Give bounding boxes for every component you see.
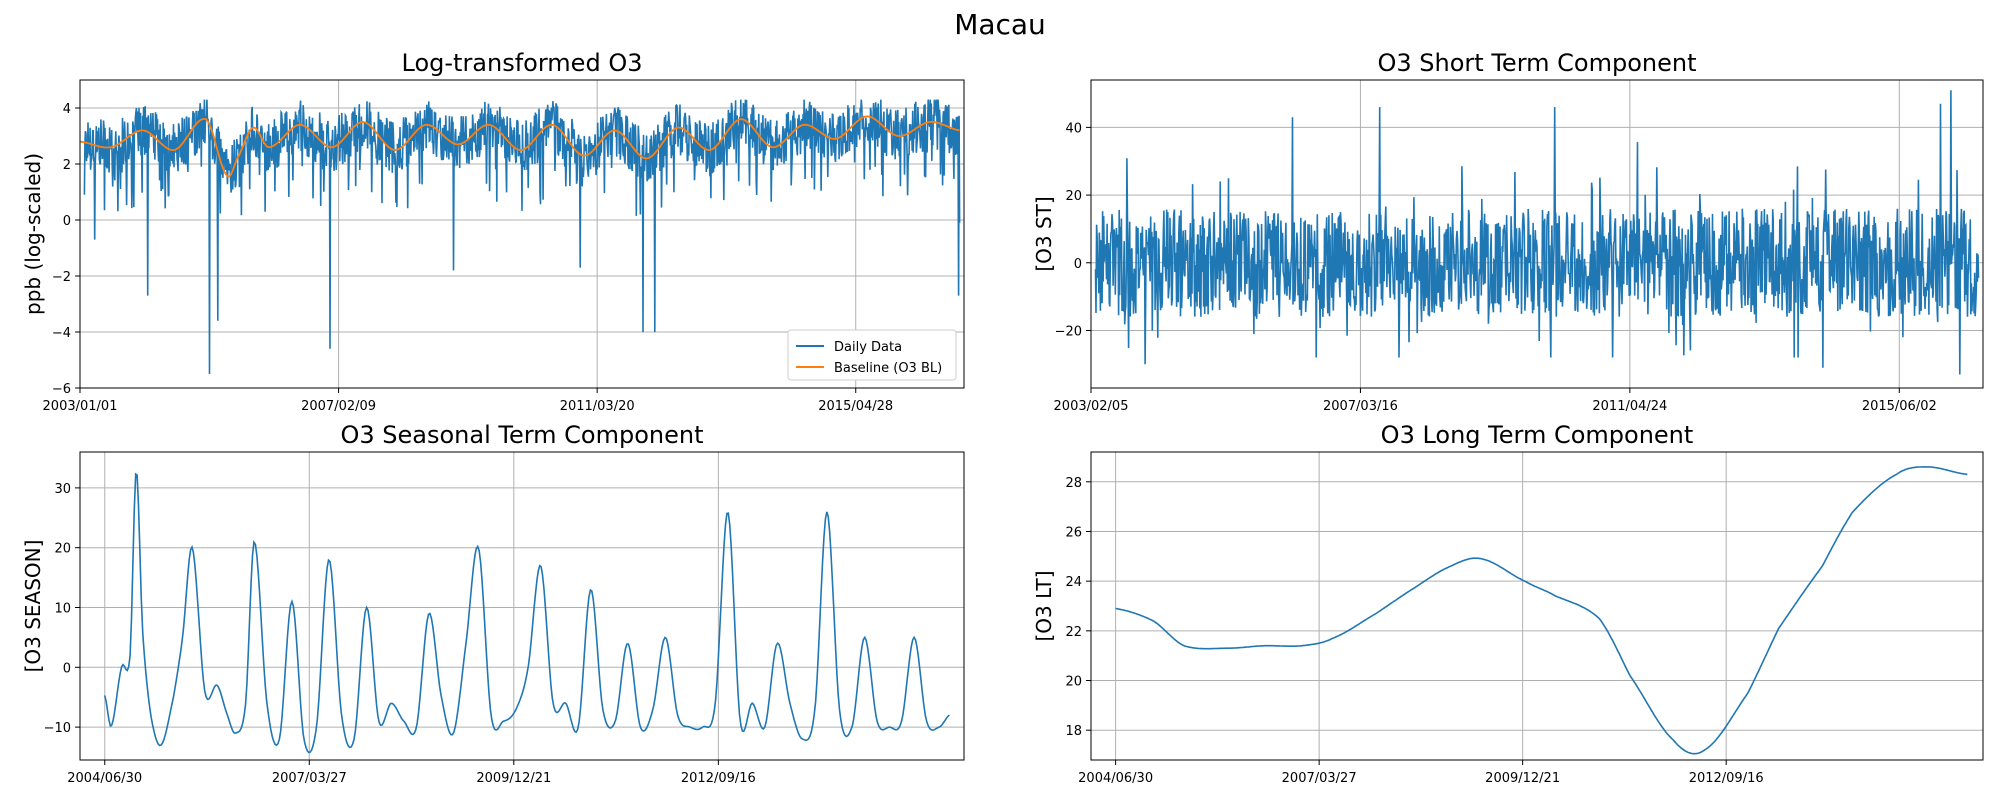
- plot-frame: [79, 451, 965, 761]
- legend-label: Baseline (O3 BL): [834, 361, 942, 376]
- series-line: [103, 472, 950, 754]
- x-tick-label: 2007/03/27: [272, 771, 347, 786]
- x-tick-label: 2012/09/16: [1689, 771, 1764, 786]
- x-tick-label: 2011/04/24: [1592, 399, 1667, 414]
- chart-title: O3 Short Term Component: [1378, 49, 1697, 77]
- legend: Daily Data Baseline (O3 BL): [787, 329, 957, 381]
- x-tick-label: 2009/12/21: [1485, 771, 1560, 786]
- y-tick-label: 0: [63, 214, 71, 229]
- x-tick-label: 2003/01/01: [43, 399, 118, 414]
- y-tick-label: 20: [1065, 189, 1082, 204]
- y-tick-label: −10: [44, 721, 71, 736]
- plot-frame: [1090, 451, 1984, 761]
- legend-label: Daily Data: [834, 340, 902, 355]
- y-tick-label: −6: [52, 382, 71, 397]
- x-tick-label: 2003/02/05: [1054, 399, 1129, 414]
- y-tick-label: −20: [1055, 324, 1082, 339]
- figure-title: Macau: [954, 8, 1046, 41]
- chart-title: O3 Seasonal Term Component: [340, 421, 703, 449]
- series-line: [83, 99, 961, 375]
- y-tick-label: 30: [54, 482, 71, 497]
- x-tick-label: 2015/04/28: [818, 399, 893, 414]
- plot-frame: [79, 79, 965, 389]
- x-tick-label: 2004/06/30: [1078, 771, 1153, 786]
- y-tick-label: 10: [54, 601, 71, 616]
- plot-frame: [1090, 79, 1984, 389]
- y-tick-label: 0: [1074, 257, 1082, 272]
- y-tick-label: 18: [1065, 724, 1082, 739]
- x-tick-label: 2007/03/27: [1282, 771, 1357, 786]
- y-tick-label: 20: [54, 542, 71, 557]
- y-tick-label: 20: [1065, 675, 1082, 690]
- y-tick-label: 22: [1065, 625, 1082, 640]
- y-tick-label: 2: [63, 158, 71, 173]
- legend-box: [787, 329, 957, 381]
- y-tick-label: −2: [52, 270, 71, 285]
- y-tick-label: 28: [1065, 476, 1082, 491]
- y-tick-label: 24: [1065, 575, 1082, 590]
- x-tick-label: 2004/06/30: [67, 771, 142, 786]
- x-tick-label: 2009/12/21: [476, 771, 551, 786]
- series-line: [80, 115, 960, 178]
- y-tick-label: 40: [1065, 121, 1082, 136]
- series-line: [1094, 90, 1980, 375]
- series-line: [1115, 466, 1968, 755]
- x-tick-label: 2015/06/02: [1862, 399, 1937, 414]
- y-axis-label: [O3 ST]: [1032, 196, 1056, 271]
- y-tick-label: 26: [1065, 525, 1082, 540]
- x-tick-label: 2011/03/20: [560, 399, 635, 414]
- x-tick-label: 2012/09/16: [681, 771, 756, 786]
- y-axis-label: ppb (log-scaled): [21, 153, 45, 315]
- x-tick-label: 2007/03/16: [1323, 399, 1398, 414]
- y-tick-label: −4: [52, 326, 71, 341]
- y-tick-label: 0: [63, 661, 71, 676]
- y-axis-label: [O3 SEASON]: [21, 540, 45, 673]
- chart-title: Log-transformed O3: [402, 49, 643, 77]
- y-axis-label: [O3 LT]: [1032, 570, 1056, 641]
- x-tick-label: 2007/02/09: [301, 399, 376, 414]
- y-tick-label: 4: [63, 102, 71, 117]
- chart-title: O3 Long Term Component: [1381, 421, 1694, 449]
